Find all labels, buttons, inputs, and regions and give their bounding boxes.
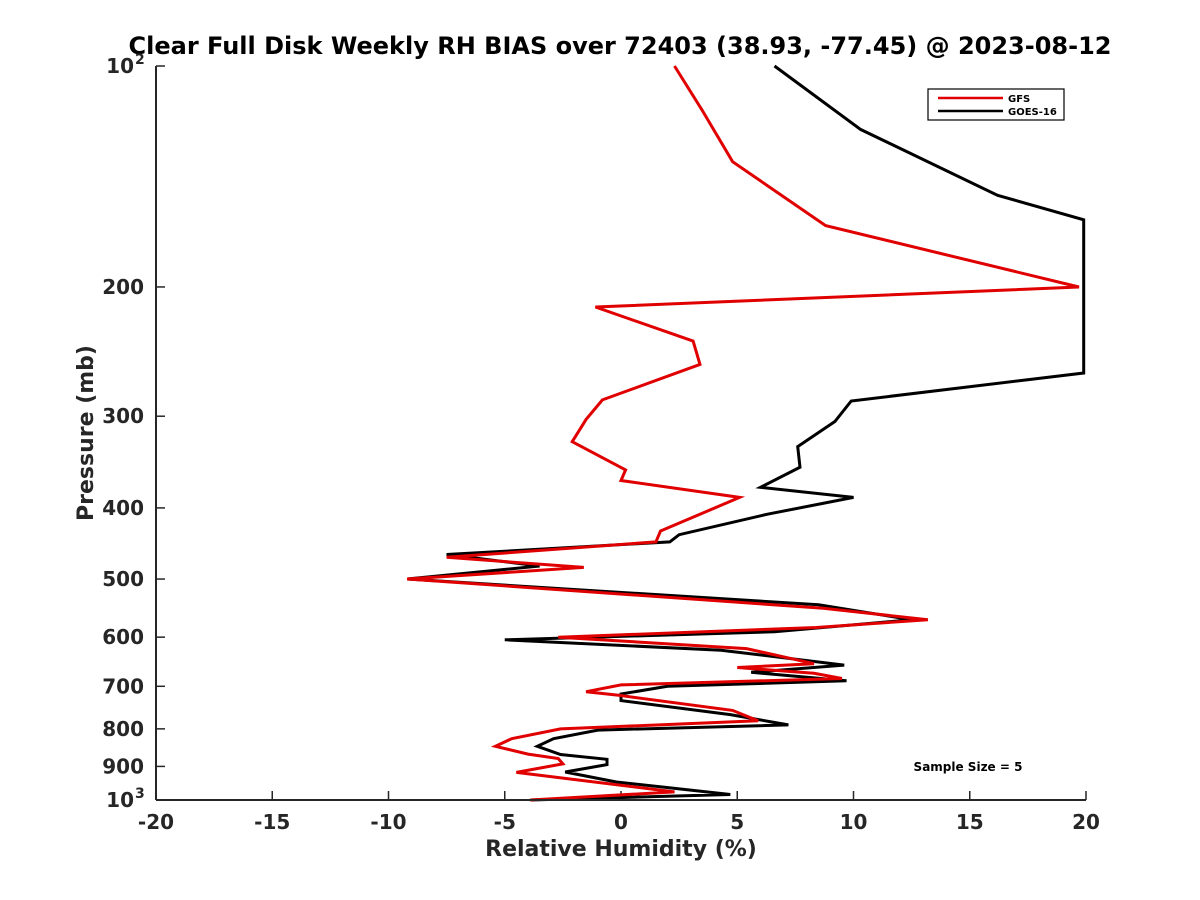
sample-size-annotation: Sample Size = 5 [914, 760, 1023, 774]
legend-box [927, 88, 1065, 121]
x-tick-label: -15 [254, 810, 290, 834]
x-axis-label: Relative Humidity (%) [485, 837, 757, 862]
y-tick-label: 400 [102, 496, 144, 520]
x-tick-label: 10 [840, 810, 868, 834]
y-tick-label: 600 [102, 625, 144, 649]
series-layer [406, 64, 1086, 802]
y-tick-label: 10 [106, 788, 134, 812]
legend: GFS GOES-16 [927, 88, 1065, 121]
y-tick-label: 200 [102, 275, 144, 299]
x-tick-label: -20 [138, 810, 174, 834]
y-tick-label: 300 [102, 404, 144, 428]
x-tick-label: 5 [730, 810, 744, 834]
legend-label-goes-16: GOES-16 [1008, 107, 1057, 118]
y-tick-label: 10 [106, 54, 134, 78]
y-tick-label: 700 [102, 674, 144, 698]
y-tick-exponent: 3 [135, 786, 145, 802]
y-tick-exponent: 2 [135, 52, 145, 68]
y-tick-label: 800 [102, 717, 144, 741]
x-tick-label: -10 [370, 810, 406, 834]
y-tick-label: 900 [102, 754, 144, 778]
series-line-gfs [406, 65, 1080, 802]
axes-layer [155, 66, 1086, 801]
chart-title: Clear Full Disk Weekly RH BIAS over 7240… [129, 32, 1112, 60]
y-tick-label: 500 [102, 567, 144, 591]
x-tick-label: -5 [494, 810, 516, 834]
series-line-goes-16 [406, 64, 1086, 802]
x-tick-label: 20 [1072, 810, 1100, 834]
x-tick-label: 15 [956, 810, 984, 834]
x-tick-label: 0 [614, 810, 628, 834]
legend-label-gfs: GFS [1008, 94, 1030, 105]
y-axis-label: Pressure (mb) [74, 345, 99, 521]
